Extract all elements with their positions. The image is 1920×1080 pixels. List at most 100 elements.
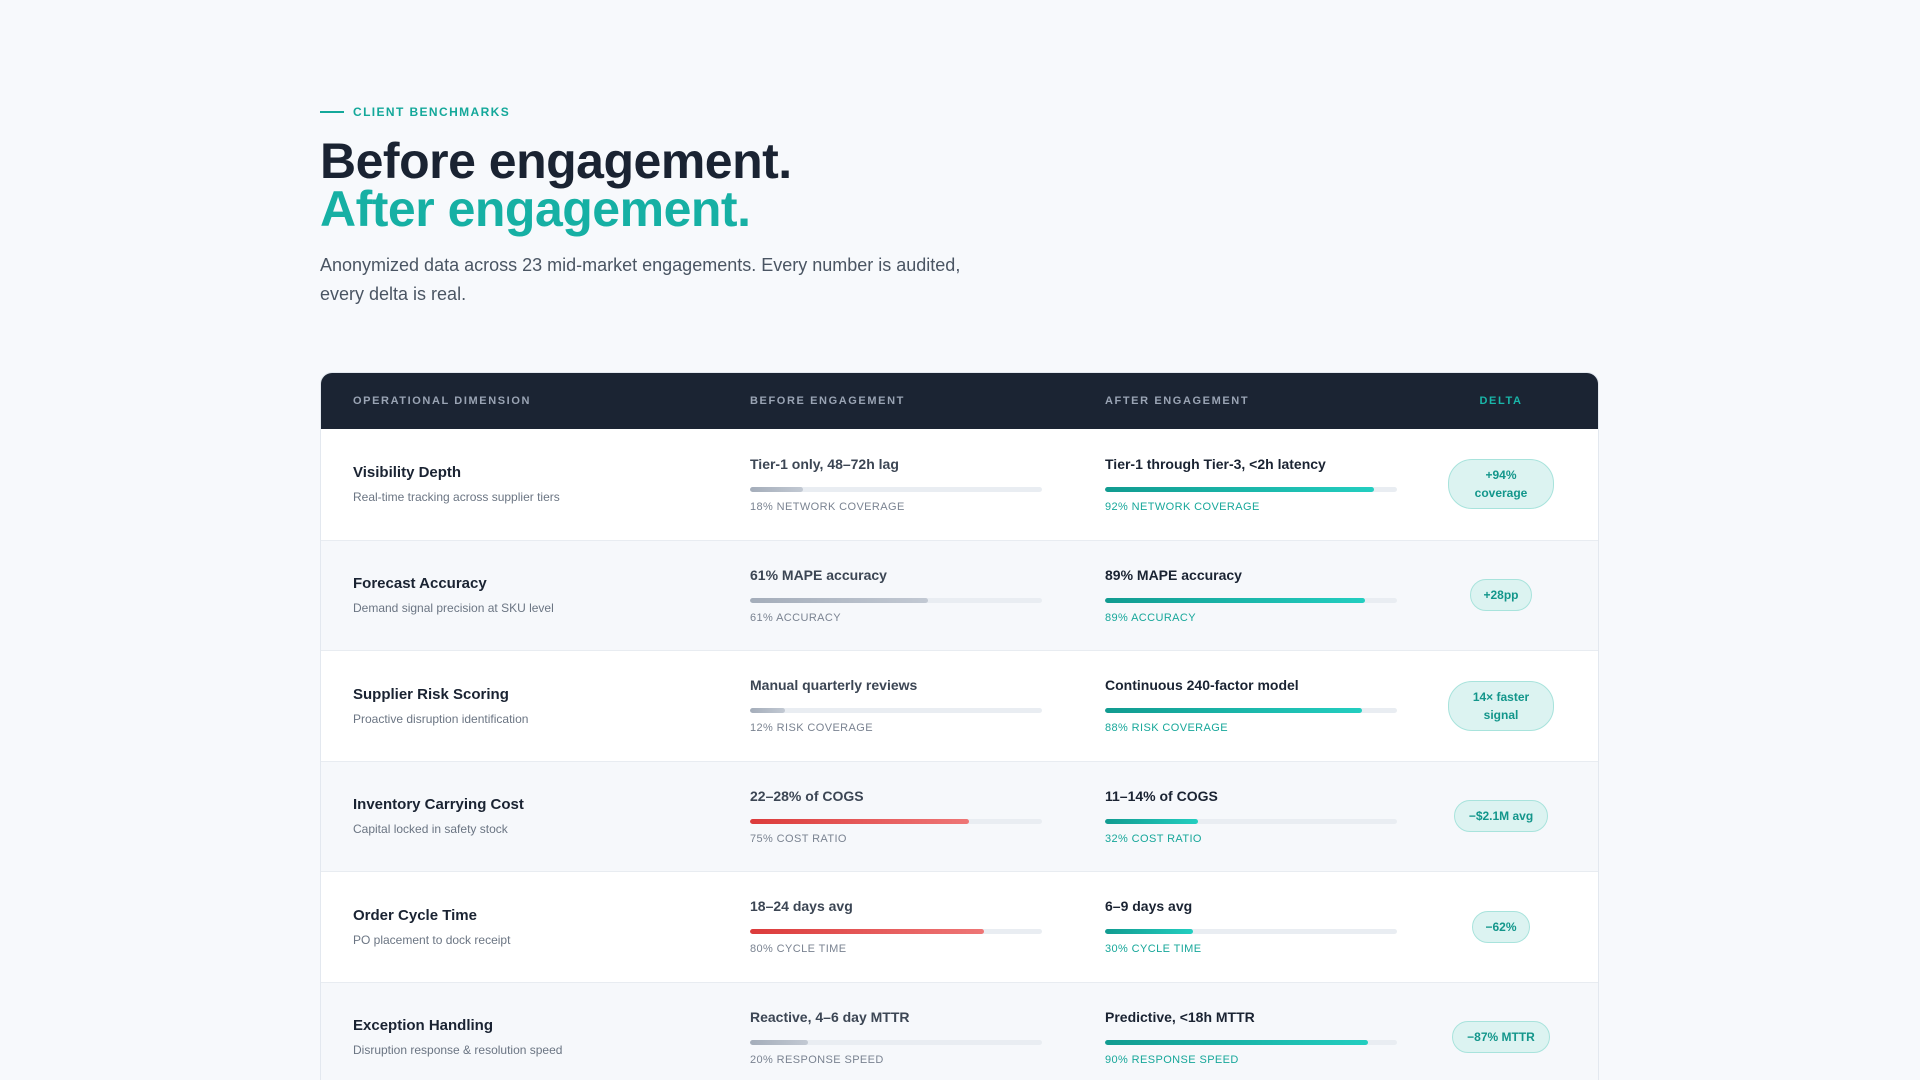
after-cell: Predictive, <18h MTTR 90% RESPONSE SPEED <box>1105 983 1397 1080</box>
after-bar-track <box>1105 486 1397 492</box>
before-cell: Manual quarterly reviews 12% RISK COVERA… <box>750 651 1042 761</box>
delta-badge: +94% coverage <box>1448 459 1554 510</box>
before-bar-track <box>750 818 1042 824</box>
before-bar-track <box>750 486 1042 492</box>
page-title-line-2: After engagement. <box>320 181 751 237</box>
dimension-cell: Supplier Risk Scoring Proactive disrupti… <box>353 651 713 761</box>
delta-badge: −$2.1M avg <box>1453 800 1549 833</box>
after-value: Continuous 240-factor model <box>1105 677 1299 694</box>
before-value: Manual quarterly reviews <box>750 677 918 694</box>
after-bar-track <box>1105 818 1397 824</box>
dimension-description: Real-time tracking across supplier tiers <box>353 490 560 505</box>
before-caption: 20% RESPONSE SPEED <box>750 1053 884 1066</box>
before-bar-fill <box>750 818 969 824</box>
before-bar-track <box>750 1039 1042 1045</box>
delta-cell: 14× faster signal <box>1421 651 1581 761</box>
after-bar-fill <box>1105 708 1362 714</box>
before-value: 22–28% of COGS <box>750 787 864 804</box>
after-cell: 89% MAPE accuracy 89% ACCURACY <box>1105 541 1397 651</box>
delta-badge: −62% <box>1472 910 1530 943</box>
eyebrow-rule <box>320 111 344 113</box>
after-caption: 32% COST RATIO <box>1105 832 1202 845</box>
before-bar-track <box>750 708 1042 714</box>
subtitle-line-1: Anonymized data across 23 mid-market eng… <box>320 255 961 275</box>
column-header-after: AFTER ENGAGEMENT <box>1105 395 1250 407</box>
column-header-dimension: OPERATIONAL DIMENSION <box>353 395 532 407</box>
benchmark-table: OPERATIONAL DIMENSION BEFORE ENGAGEMENT … <box>320 372 1599 1080</box>
table-row: Visibility Depth Real-time tracking acro… <box>321 429 1598 540</box>
dimension-description: Proactive disruption identification <box>353 711 529 726</box>
before-bar-fill <box>750 1039 809 1045</box>
dimension-name: Forecast Accuracy <box>353 575 487 593</box>
after-value: 6–9 days avg <box>1105 898 1193 915</box>
dimension-cell: Forecast Accuracy Demand signal precisio… <box>353 541 713 651</box>
after-bar-fill <box>1105 1039 1368 1045</box>
delta-cell: −$2.1M avg <box>1421 762 1581 872</box>
before-bar-fill <box>750 597 929 603</box>
eyebrow-label: CLIENT BENCHMARKS <box>353 105 511 119</box>
before-bar-fill <box>750 929 984 935</box>
subtitle-line-2: every delta is real. <box>320 284 467 304</box>
before-value: 61% MAPE accuracy <box>750 566 887 583</box>
after-cell: 6–9 days avg 30% CYCLE TIME <box>1105 872 1397 982</box>
after-bar-fill <box>1105 597 1365 603</box>
page-subtitle: Anonymized data across 23 mid-market eng… <box>320 251 1080 309</box>
before-caption: 80% CYCLE TIME <box>750 943 847 956</box>
dimension-name: Visibility Depth <box>353 464 462 482</box>
before-caption: 18% NETWORK COVERAGE <box>750 500 905 513</box>
before-caption: 61% ACCURACY <box>750 611 841 624</box>
column-header-delta: DELTA <box>1479 395 1523 407</box>
before-value: Tier-1 only, 48–72h lag <box>750 455 899 472</box>
after-cell: 11–14% of COGS 32% COST RATIO <box>1105 762 1397 872</box>
after-caption: 92% NETWORK COVERAGE <box>1105 500 1260 513</box>
dimension-cell: Inventory Carrying Cost Capital locked i… <box>353 762 713 872</box>
before-cell: 18–24 days avg 80% CYCLE TIME <box>750 872 1042 982</box>
table-body: Visibility Depth Real-time tracking acro… <box>321 429 1598 1080</box>
after-bar-track <box>1105 708 1397 714</box>
before-cell: 22–28% of COGS 75% COST RATIO <box>750 762 1042 872</box>
after-bar-fill <box>1105 818 1199 824</box>
before-bar-fill <box>750 708 786 714</box>
before-caption: 75% COST RATIO <box>750 832 847 845</box>
after-bar-track <box>1105 1039 1397 1045</box>
before-bar-fill <box>750 486 803 492</box>
table-row: Supplier Risk Scoring Proactive disrupti… <box>321 650 1598 761</box>
delta-badge: +28pp <box>1470 579 1532 612</box>
dimension-description: PO placement to dock receipt <box>353 932 511 947</box>
dimension-cell: Visibility Depth Real-time tracking acro… <box>353 429 713 540</box>
after-caption: 90% RESPONSE SPEED <box>1105 1053 1239 1066</box>
before-bar-track <box>750 597 1042 603</box>
dimension-description: Demand signal precision at SKU level <box>353 601 554 616</box>
after-value: Tier-1 through Tier-3, <2h latency <box>1105 455 1326 472</box>
dimension-name: Inventory Carrying Cost <box>353 796 524 814</box>
after-bar-track <box>1105 597 1397 603</box>
dimension-cell: Exception Handling Disruption response &… <box>353 983 713 1080</box>
after-caption: 30% CYCLE TIME <box>1105 943 1202 956</box>
dimension-name: Supplier Risk Scoring <box>353 685 509 703</box>
table-row: Order Cycle Time PO placement to dock re… <box>321 871 1598 982</box>
after-bar-track <box>1105 929 1397 935</box>
page-title-line-1: Before engagement. <box>320 133 792 189</box>
table-header: OPERATIONAL DIMENSION BEFORE ENGAGEMENT … <box>321 373 1598 429</box>
after-value: Predictive, <18h MTTR <box>1105 1008 1255 1025</box>
dimension-cell: Order Cycle Time PO placement to dock re… <box>353 872 713 982</box>
column-header-before: BEFORE ENGAGEMENT <box>750 395 905 407</box>
dimension-name: Exception Handling <box>353 1017 494 1035</box>
after-cell: Continuous 240-factor model 88% RISK COV… <box>1105 651 1397 761</box>
dimension-name: Order Cycle Time <box>353 906 477 924</box>
after-cell: Tier-1 through Tier-3, <2h latency 92% N… <box>1105 429 1397 540</box>
delta-cell: +94% coverage <box>1421 429 1581 540</box>
delta-cell: −62% <box>1421 872 1581 982</box>
delta-badge: 14× faster signal <box>1448 680 1554 731</box>
header-section: CLIENT BENCHMARKS Before engagement. Aft… <box>320 104 1080 309</box>
table-row: Forecast Accuracy Demand signal precisio… <box>321 539 1598 651</box>
delta-badge: −87% MTTR <box>1452 1021 1550 1054</box>
after-bar-fill <box>1105 929 1193 935</box>
delta-cell: −87% MTTR <box>1421 983 1581 1080</box>
before-value: 18–24 days avg <box>750 898 853 915</box>
before-value: Reactive, 4–6 day MTTR <box>750 1008 910 1025</box>
after-caption: 88% RISK COVERAGE <box>1105 722 1228 735</box>
eyebrow: CLIENT BENCHMARKS <box>320 104 1080 120</box>
table-row: Inventory Carrying Cost Capital locked i… <box>321 760 1598 872</box>
